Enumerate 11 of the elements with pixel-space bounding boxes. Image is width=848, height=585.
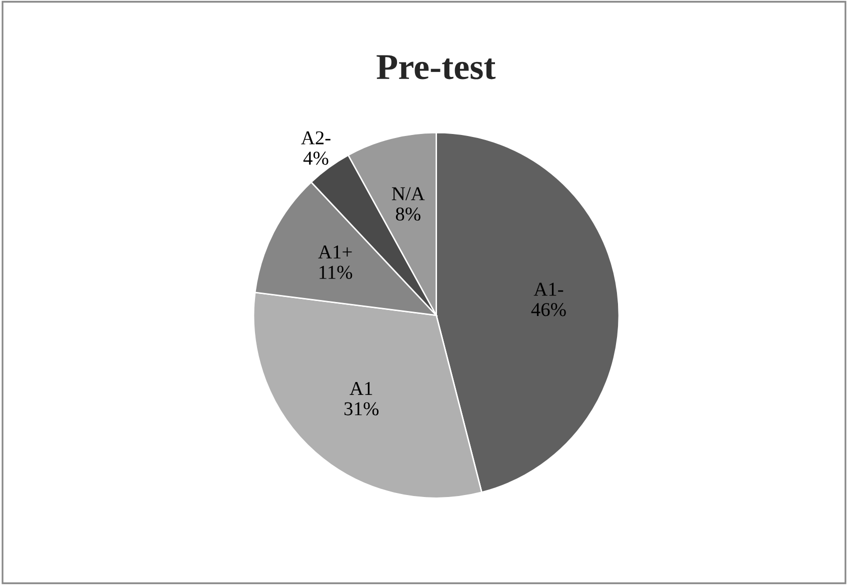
data-label: 8%	[396, 207, 420, 221]
data-label: 11%	[320, 266, 352, 279]
slice-label: A2-	[301, 131, 330, 144]
slice-label: A1	[350, 382, 372, 395]
slice-label: A1+	[318, 246, 352, 258]
slice-label: N/A	[392, 187, 425, 200]
chart-title: Pre-test	[376, 55, 496, 80]
data-label: 46%	[531, 303, 566, 316]
data-label: 31%	[344, 402, 379, 416]
slice-label: A1-	[534, 282, 564, 296]
data-label: 4%	[303, 152, 328, 165]
